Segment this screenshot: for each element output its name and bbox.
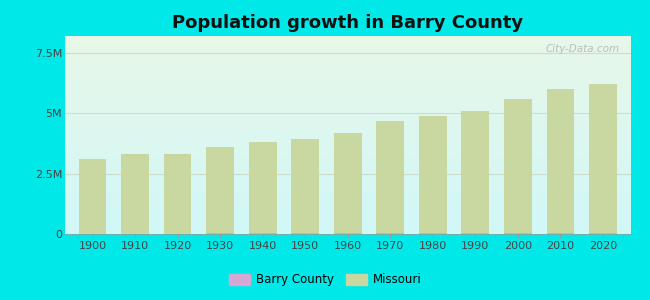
Text: City-Data.com: City-Data.com: [545, 44, 619, 54]
Bar: [504, 233, 532, 234]
Bar: [462, 111, 489, 234]
Bar: [504, 99, 532, 234]
Title: Population growth in Barry County: Population growth in Barry County: [172, 14, 523, 32]
Bar: [589, 84, 617, 234]
Bar: [419, 233, 447, 234]
Bar: [291, 233, 319, 234]
Legend: Barry County, Missouri: Barry County, Missouri: [224, 269, 426, 291]
Bar: [547, 89, 574, 234]
Bar: [376, 233, 404, 234]
Bar: [206, 147, 234, 234]
Bar: [291, 139, 319, 234]
Bar: [376, 121, 404, 234]
Bar: [206, 233, 234, 234]
Bar: [547, 233, 574, 234]
Bar: [164, 154, 192, 234]
Bar: [249, 142, 276, 234]
Bar: [419, 116, 447, 234]
Bar: [589, 233, 617, 234]
Bar: [79, 159, 107, 234]
Bar: [334, 233, 361, 234]
Bar: [164, 233, 192, 234]
Bar: [122, 154, 149, 234]
Bar: [249, 233, 276, 234]
Bar: [334, 133, 361, 234]
Bar: [462, 233, 489, 234]
Bar: [122, 233, 149, 234]
